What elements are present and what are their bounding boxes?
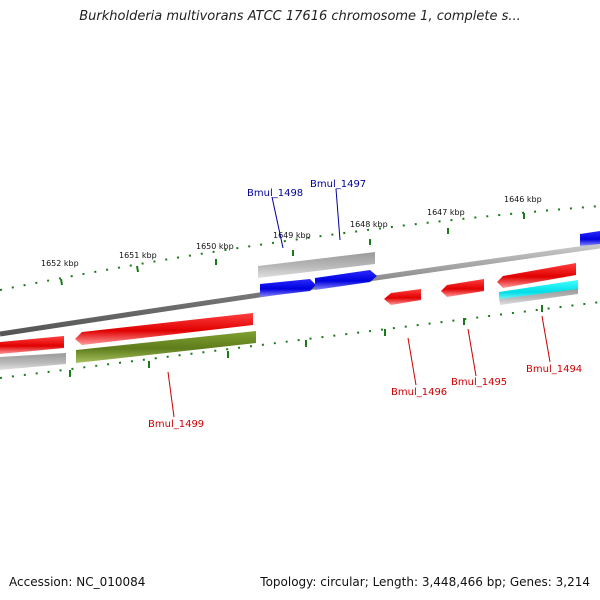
- topology-label: Topology:: [260, 575, 317, 589]
- gene-feature-bmul-1497[interactable]: [315, 270, 377, 290]
- ruler-label: 1652 kbp: [41, 259, 79, 268]
- leader-line-bmul-1495: [467, 328, 477, 377]
- upper-ruler-ticks: [0, 205, 600, 291]
- gene-feature-edge-grey[interactable]: [0, 353, 66, 370]
- ruler-label: 1646 kbp: [504, 195, 542, 204]
- gene-feature-bmul-1495[interactable]: [441, 279, 484, 297]
- gene-feature-edge-red[interactable]: [0, 336, 64, 354]
- lower-ruler-ticks: [0, 301, 600, 379]
- major-tick: [60, 278, 63, 286]
- ruler-label: 1650 kbp: [196, 242, 234, 251]
- leader-line-bmul-1496: [407, 337, 417, 386]
- gene-feature-cyan[interactable]: [499, 280, 578, 302]
- gene-feature-grey-upper[interactable]: [258, 252, 375, 278]
- lower-ruler: [0, 301, 600, 379]
- gene-label-bmul-1498[interactable]: Bmul_1498: [247, 188, 303, 199]
- leader-line-bmul-1497: [335, 188, 341, 241]
- gene-label-bmul-1494[interactable]: Bmul_1494: [526, 364, 582, 375]
- length-value: 3,448,466 bp: [421, 575, 502, 589]
- gene-feature-olive[interactable]: [76, 331, 256, 363]
- gene-label-bmul-1495[interactable]: Bmul_1495: [451, 377, 507, 388]
- leader-line-bmul-1498: [271, 196, 284, 249]
- gene-feature-edge-blue[interactable]: [580, 231, 600, 246]
- gene-feature-bmul-1494[interactable]: [497, 263, 576, 288]
- map-title: Burkholderia multivorans ATCC 17616 chro…: [79, 9, 521, 24]
- accession-value: NC_010084: [76, 575, 146, 589]
- accession-info: Accession: NC_010084: [9, 575, 145, 589]
- genes-label: Genes:: [509, 575, 552, 589]
- gene-feature-bmul-1498[interactable]: [260, 279, 316, 297]
- major-tick: [136, 265, 139, 273]
- ruler-label: 1648 kbp: [350, 220, 388, 229]
- length-label: Length:: [372, 575, 419, 589]
- gene-feature-bmul-1499[interactable]: [75, 313, 253, 345]
- ruler-label: 1649 kbp: [273, 231, 311, 240]
- accession-label: Accession:: [9, 575, 73, 589]
- genes-value: 3,214: [555, 575, 590, 589]
- gene-label-bmul-1497[interactable]: Bmul_1497: [310, 179, 366, 190]
- gene-feature-bmul-1496[interactable]: [384, 289, 421, 305]
- ruler-label: 1647 kbp: [427, 208, 465, 217]
- genome-summary: Topology: circular; Length: 3,448,466 bp…: [260, 575, 590, 589]
- gene-label-bmul-1499[interactable]: Bmul_1499: [148, 419, 204, 430]
- upper-ruler: 1646 kbp 1647 kbp 1648 kbp 1649 kbp 1650…: [0, 195, 600, 291]
- topology-value: circular: [320, 575, 365, 589]
- leader-line-bmul-1499: [167, 371, 175, 418]
- ruler-label: 1651 kbp: [119, 251, 157, 260]
- gene-feature-grey-lower[interactable]: [500, 289, 578, 305]
- leader-line-bmul-1494: [541, 315, 551, 363]
- gene-label-bmul-1496[interactable]: Bmul_1496: [391, 387, 447, 398]
